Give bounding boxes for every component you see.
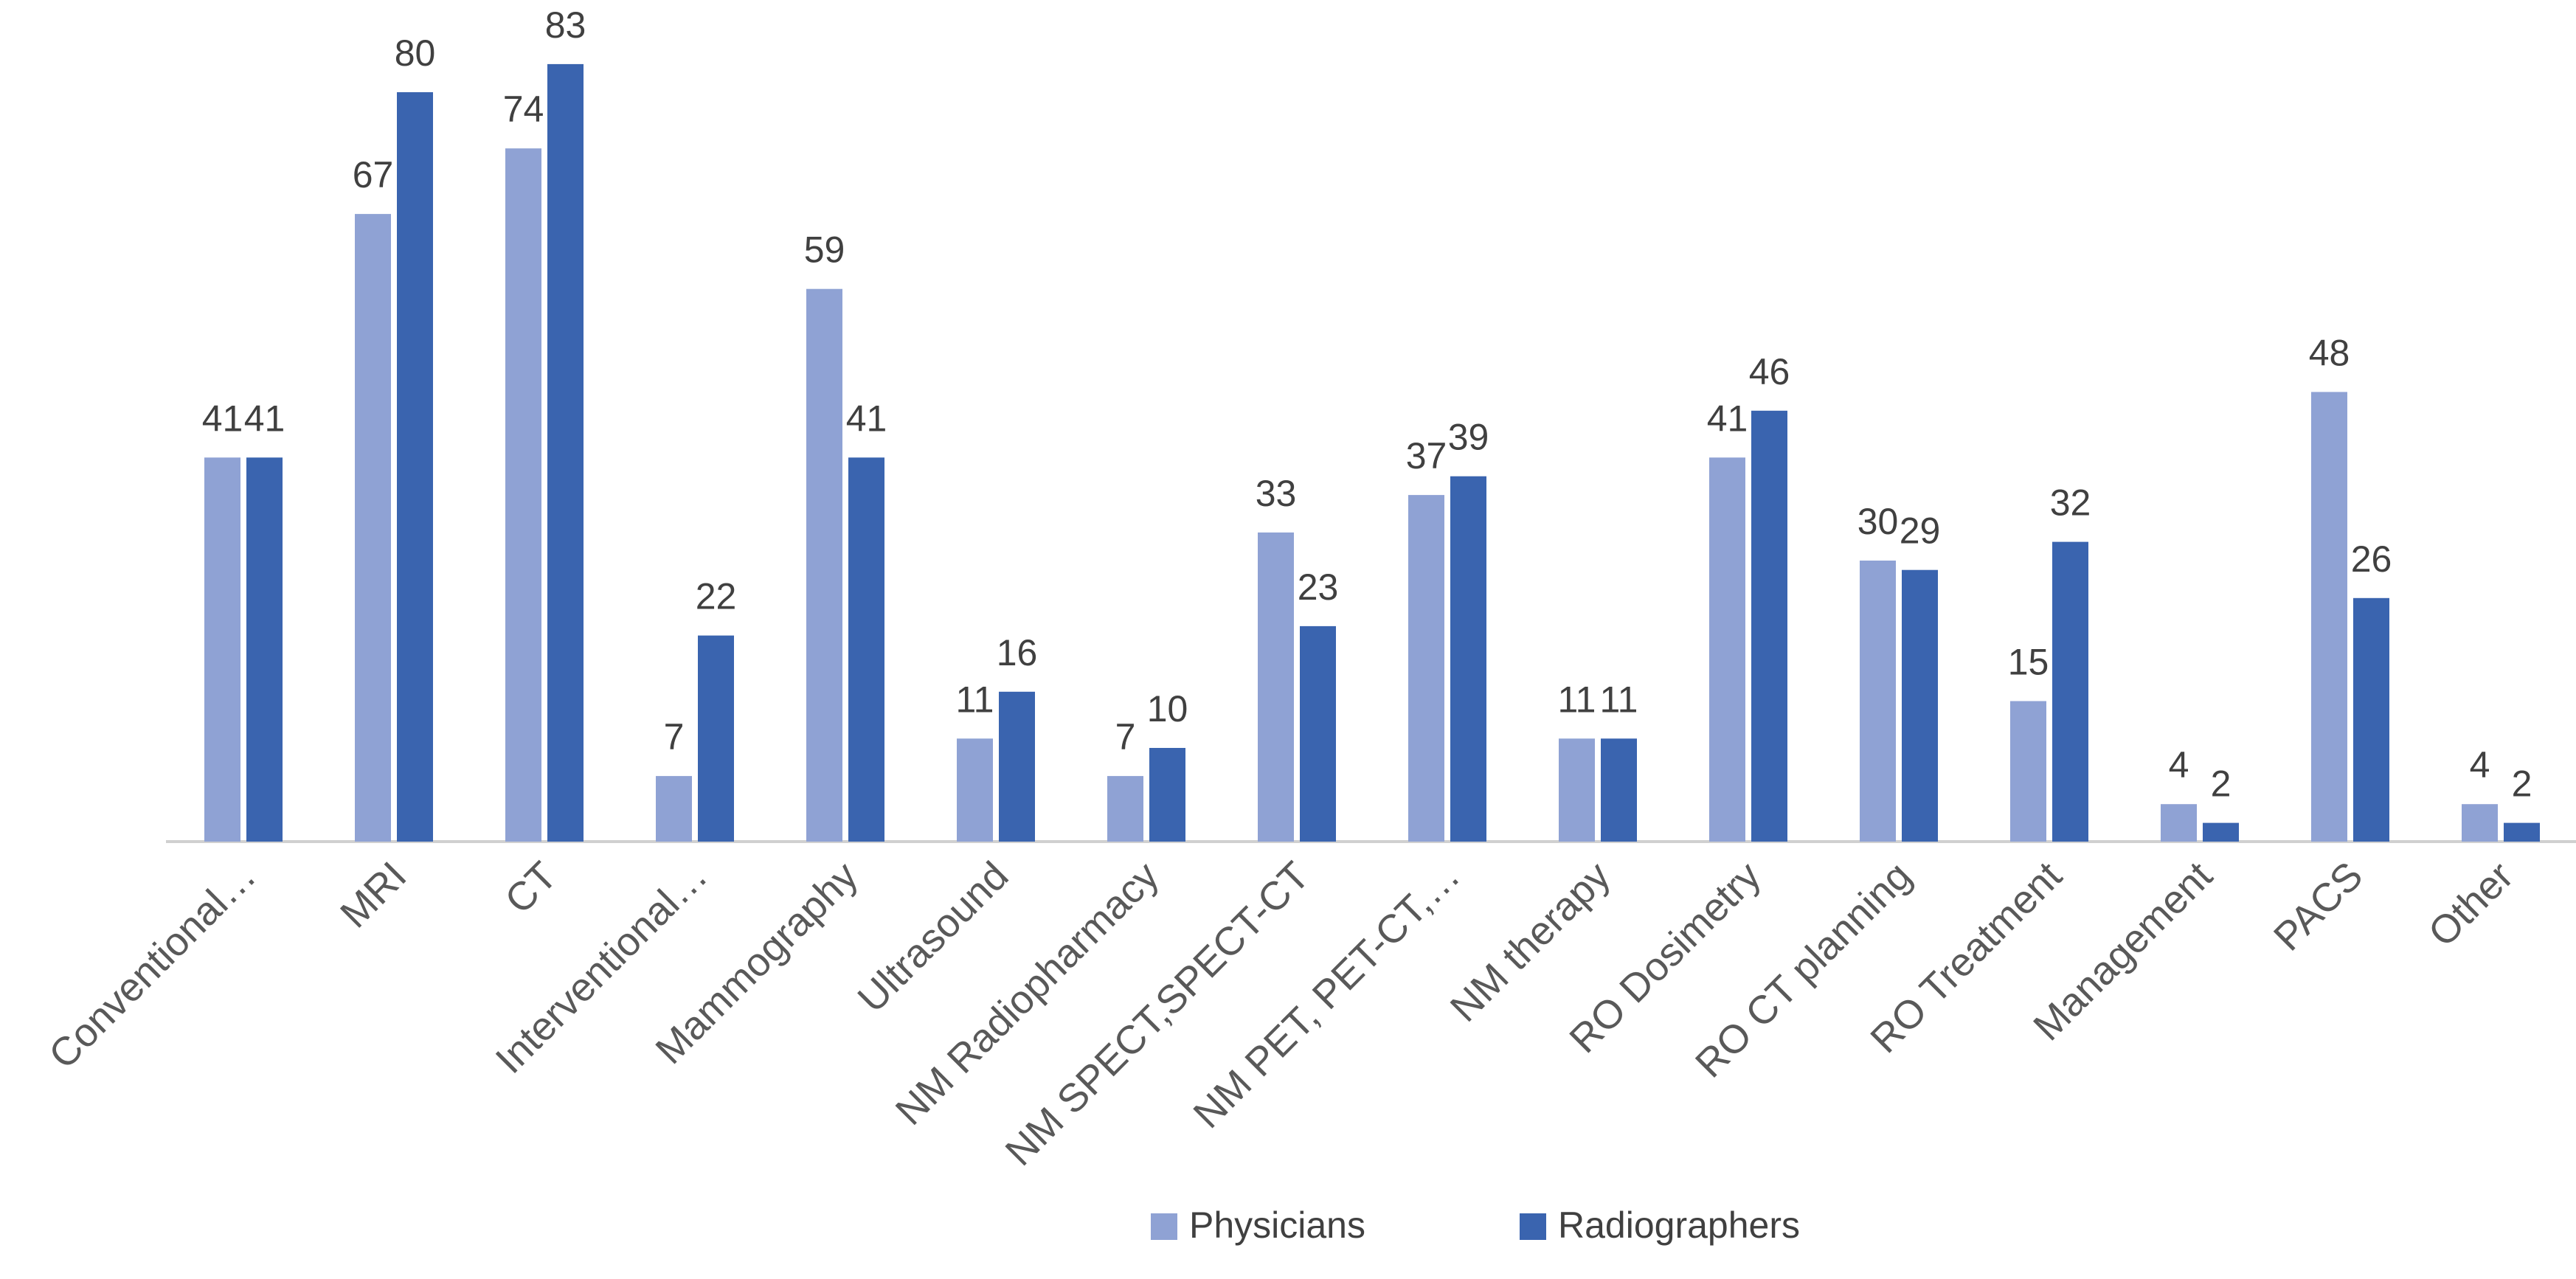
data-label-radiographers-8: 39	[1448, 417, 1489, 458]
data-label-physicians-12: 15	[2008, 642, 2049, 683]
data-label-physicians-8: 37	[1406, 435, 1447, 476]
bar-radiographers-7	[1300, 625, 1336, 842]
bar-physicians-13	[2161, 804, 2197, 842]
bar-physicians-12	[2010, 701, 2046, 842]
bar-radiographers-13	[2203, 822, 2239, 842]
data-label-radiographers-13: 2	[2211, 763, 2232, 805]
category-label: NM PET, PET-CT,…	[1185, 853, 1468, 1137]
data-label-physicians-10: 41	[1707, 398, 1748, 439]
bar-physicians-1	[355, 214, 391, 842]
category-label: PACS	[2265, 853, 2372, 960]
data-label-radiographers-12: 32	[2050, 482, 2091, 524]
category-label: Other	[2420, 853, 2522, 955]
bar-radiographers-12	[2052, 541, 2088, 842]
data-label-physicians-0: 41	[202, 398, 243, 439]
data-label-radiographers-11: 29	[1900, 510, 1941, 552]
bar-physicians-14	[2311, 392, 2347, 842]
data-label-radiographers-2: 83	[545, 4, 586, 46]
category-label: CT	[496, 853, 565, 922]
bar-radiographers-5	[999, 691, 1035, 842]
category-label: MRI	[332, 853, 415, 936]
data-label-radiographers-0: 41	[244, 398, 285, 439]
bar-physicians-10	[1709, 457, 1745, 842]
bar-physicians-2	[505, 148, 541, 842]
data-label-physicians-7: 33	[1256, 473, 1297, 514]
bar-radiographers-6	[1149, 748, 1185, 842]
legend-swatch-physicians	[1151, 1213, 1177, 1240]
data-label-radiographers-10: 46	[1749, 351, 1790, 392]
data-label-radiographers-7: 23	[1298, 566, 1339, 608]
bar-radiographers-4	[848, 457, 884, 842]
data-label-radiographers-9: 11	[1600, 679, 1638, 720]
data-label-radiographers-6: 10	[1147, 688, 1188, 729]
data-label-physicians-3: 7	[664, 716, 685, 758]
bar-radiographers-0	[246, 457, 283, 842]
legend-label-physicians: Physicians	[1189, 1205, 1365, 1246]
data-label-radiographers-4: 41	[846, 398, 887, 439]
data-label-physicians-5: 11	[956, 679, 994, 720]
data-label-radiographers-1: 80	[395, 32, 436, 74]
bar-physicians-11	[1860, 561, 1896, 842]
bar-physicians-8	[1408, 495, 1444, 842]
bar-radiographers-3	[698, 635, 734, 842]
bar-physicians-3	[656, 776, 692, 842]
data-label-physicians-9: 11	[1558, 679, 1596, 720]
bar-radiographers-1	[397, 92, 433, 842]
data-label-physicians-6: 7	[1115, 716, 1136, 758]
bar-physicians-4	[806, 288, 842, 842]
data-label-radiographers-3: 22	[696, 576, 737, 617]
data-label-physicians-11: 30	[1857, 501, 1899, 542]
bar-radiographers-10	[1751, 410, 1787, 842]
bar-physicians-6	[1107, 776, 1143, 842]
bar-physicians-0	[204, 457, 240, 842]
bar-physicians-9	[1559, 738, 1595, 842]
data-label-physicians-14: 48	[2309, 332, 2350, 373]
bar-physicians-5	[957, 738, 993, 842]
data-label-radiographers-5: 16	[997, 632, 1038, 673]
data-label-physicians-2: 74	[503, 89, 544, 130]
bar-radiographers-2	[547, 63, 584, 842]
data-label-radiographers-14: 26	[2351, 538, 2392, 580]
category-label: Conventional…	[41, 853, 265, 1078]
category-label: NM SPECT,SPECT-CT	[997, 853, 1318, 1174]
bar-radiographers-11	[1902, 569, 1938, 842]
category-label: NM Radiopharmacy	[887, 853, 1168, 1134]
legend: Physicians Radiographers	[1151, 1205, 1800, 1246]
data-label-radiographers-15: 2	[2512, 763, 2532, 805]
bar-radiographers-8	[1450, 476, 1486, 842]
bar-radiographers-14	[2353, 597, 2389, 842]
category-label: Ultrasound	[849, 853, 1017, 1021]
data-label-physicians-1: 67	[353, 154, 394, 195]
bar-radiographers-9	[1601, 738, 1637, 842]
data-label-physicians-4: 59	[804, 229, 845, 271]
bar-physicians-15	[2462, 804, 2498, 842]
bar-radiographers-15	[2504, 822, 2540, 842]
data-label-physicians-15: 4	[2470, 744, 2490, 786]
data-label-physicians-13: 4	[2169, 744, 2189, 786]
bar-physicians-7	[1258, 532, 1294, 842]
legend-label-radiographers: Radiographers	[1558, 1205, 1800, 1246]
legend-swatch-radiographers	[1520, 1213, 1546, 1240]
